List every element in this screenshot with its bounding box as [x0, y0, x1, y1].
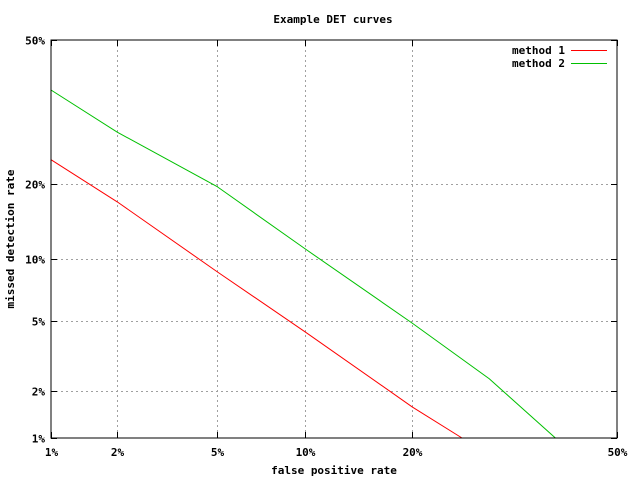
series-line-1 [50, 159, 463, 439]
series-lines [50, 89, 556, 439]
x-axis-label: false positive rate [271, 464, 397, 477]
x-tick-label: 5% [211, 446, 225, 459]
plot-frame [50, 39, 618, 439]
x-tick-label: 20% [403, 446, 423, 459]
y-tick-label: 20% [25, 179, 45, 192]
y-tick-labels: 1% 2% 5% 10% 20% 50% [25, 35, 45, 446]
legend-label: method 1 [512, 44, 565, 57]
y-axis-label: missed detection rate [4, 169, 17, 308]
y-tick-label: 10% [25, 254, 45, 267]
grid-lines [51, 40, 617, 438]
y-tick-label: 2% [32, 386, 46, 399]
x-tick-label: 10% [296, 446, 316, 459]
y-tick-label: 50% [25, 35, 45, 48]
y-tick-label: 1% [32, 433, 46, 446]
axis-ticks [51, 40, 618, 439]
chart-title: Example DET curves [273, 13, 392, 26]
x-tick-label: 1% [45, 446, 59, 459]
x-tick-label: 2% [111, 446, 125, 459]
x-tick-label: 50% [608, 446, 628, 459]
series-line-2 [50, 89, 556, 439]
y-tick-label: 5% [32, 316, 46, 329]
legend-label: method 2 [512, 57, 565, 70]
x-tick-labels: 1% 2% 5% 10% 20% 50% [45, 446, 628, 459]
